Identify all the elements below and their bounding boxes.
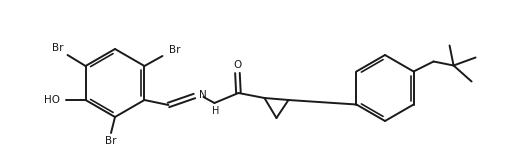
Text: Br: Br xyxy=(52,43,63,53)
Text: Br: Br xyxy=(168,45,180,55)
Text: N: N xyxy=(199,90,207,100)
Text: H: H xyxy=(211,106,219,116)
Text: Br: Br xyxy=(105,136,117,146)
Text: O: O xyxy=(233,60,241,70)
Text: HO: HO xyxy=(43,95,60,105)
